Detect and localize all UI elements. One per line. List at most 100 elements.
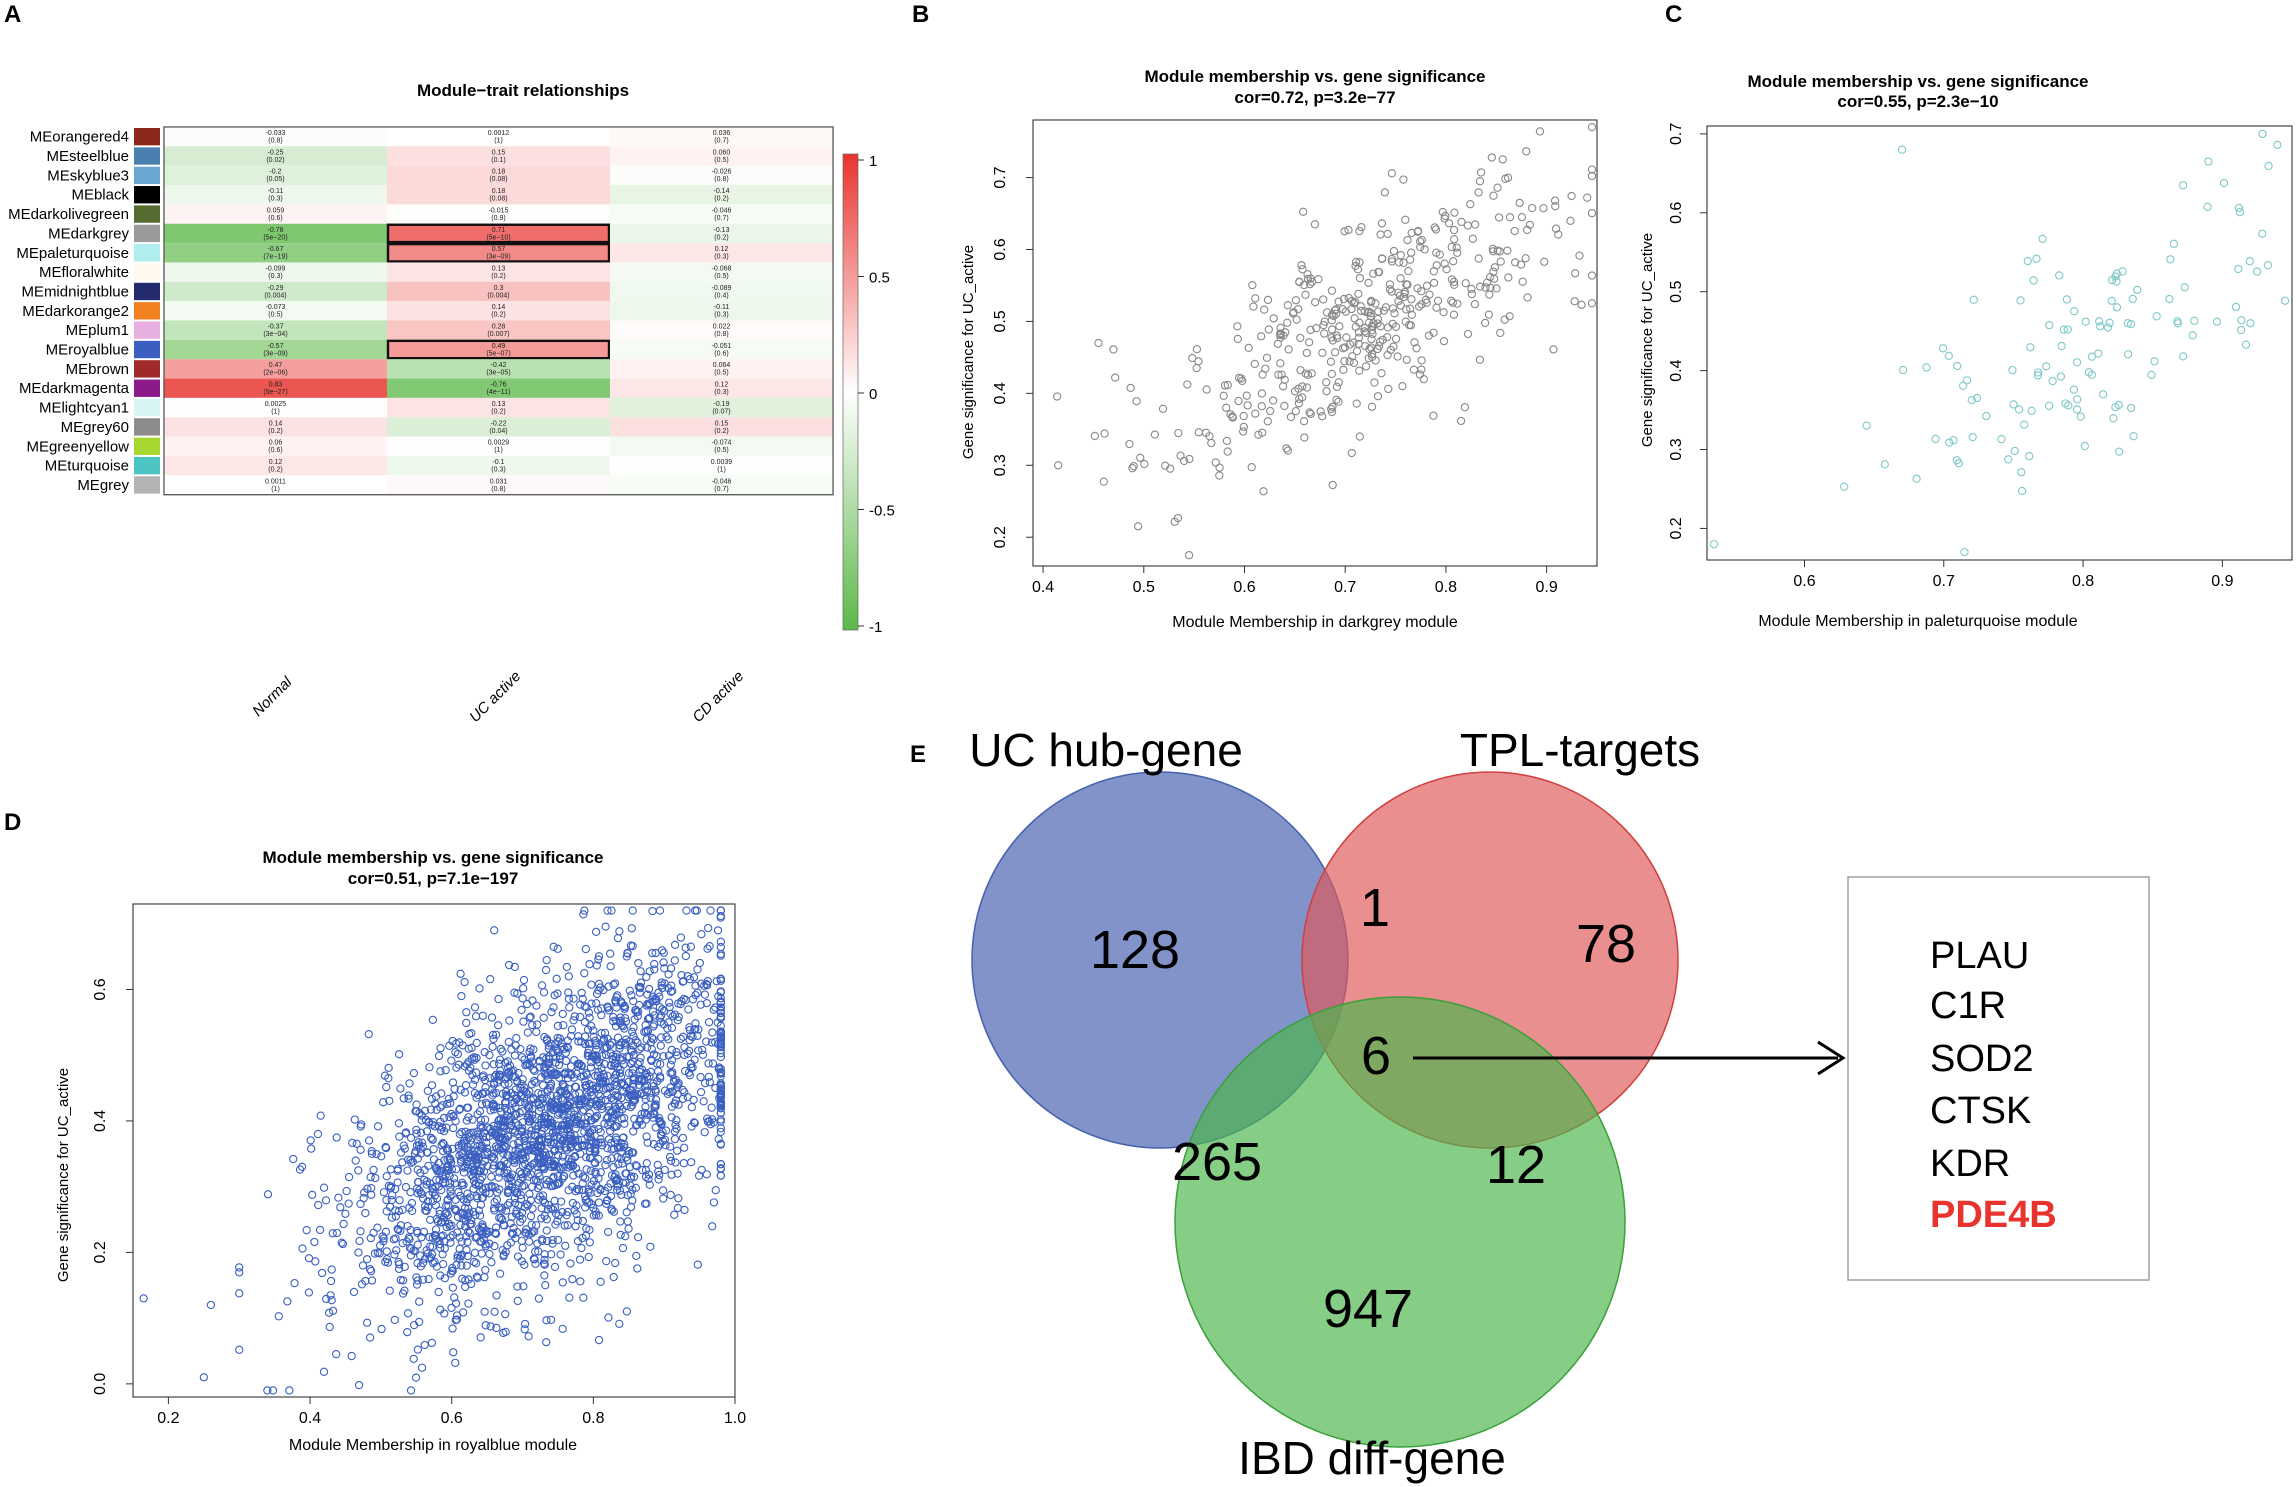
data-point	[685, 1023, 694, 1032]
data-point	[311, 1257, 320, 1266]
data-point	[503, 1151, 512, 1160]
data-point	[2017, 486, 2027, 496]
heatmap-cell-value: -0.051	[712, 343, 732, 350]
data-point	[2152, 312, 2161, 321]
data-point	[530, 1076, 539, 1086]
data-point	[650, 965, 659, 974]
panel-letter-e: E	[910, 741, 926, 768]
data-point	[356, 1145, 365, 1154]
heatmap-cell-value: 0.12	[715, 382, 729, 389]
data-point	[507, 1045, 516, 1054]
data-point	[1360, 307, 1369, 316]
heatmap-cell-pvalue: (0.3)	[714, 312, 728, 319]
heatmap-cell	[164, 165, 387, 186]
data-point	[516, 1217, 525, 1227]
data-point	[689, 1118, 699, 1127]
data-point	[641, 1102, 650, 1112]
x-tick-label: 0.4	[299, 1410, 321, 1427]
data-point	[443, 1099, 452, 1108]
data-point	[577, 1135, 586, 1145]
heatmap-row-label: MEmidnightblue	[21, 283, 129, 300]
x-tick-label: 0.9	[1536, 579, 1558, 596]
data-point	[409, 1320, 419, 1330]
data-point	[540, 1255, 549, 1265]
data-point	[1307, 369, 1316, 378]
data-point	[1393, 352, 1402, 361]
heatmap-cell-value: -0.25	[268, 149, 284, 156]
data-point	[643, 1081, 652, 1090]
heatmap-cell-highlight	[386, 223, 611, 244]
data-point	[603, 1227, 613, 1237]
data-point	[485, 1249, 494, 1259]
data-point	[396, 1084, 405, 1093]
data-point	[389, 1235, 399, 1244]
data-point	[468, 1172, 478, 1181]
data-point	[525, 1189, 534, 1199]
data-point	[1489, 267, 1498, 276]
data-point	[607, 1204, 616, 1213]
data-point	[2212, 317, 2222, 326]
data-point	[612, 1081, 621, 1090]
data-point	[1305, 280, 1315, 289]
heatmap-cell-value: -0.57	[268, 343, 284, 350]
data-point	[2044, 401, 2054, 410]
data-point	[601, 922, 610, 931]
data-point	[1294, 399, 1304, 408]
heatmap-row-label: MEroyalblue	[46, 342, 129, 359]
data-point	[1367, 402, 1377, 411]
data-point	[1467, 289, 1476, 299]
y-tick-label: 0.5	[1668, 280, 1685, 302]
data-point	[667, 1113, 676, 1122]
data-point	[1126, 383, 1135, 393]
data-point	[354, 1166, 363, 1175]
data-point	[327, 1296, 336, 1305]
data-point	[464, 1066, 474, 1075]
data-point	[400, 1286, 409, 1295]
data-point	[394, 1207, 404, 1216]
data-point	[481, 1265, 490, 1275]
data-point	[1222, 403, 1231, 412]
data-point	[568, 1161, 578, 1171]
data-point	[2147, 370, 2156, 380]
data-point	[322, 1294, 331, 1304]
heatmap-cell	[610, 165, 833, 186]
data-point	[704, 1059, 713, 1068]
data-point	[618, 1086, 627, 1095]
data-point	[567, 1025, 577, 1034]
data-point	[412, 1129, 421, 1138]
y-tick-label: 0.6	[92, 978, 109, 1000]
heatmap-cell	[387, 262, 610, 282]
data-point	[496, 1213, 506, 1223]
heatmap-cell	[610, 262, 833, 282]
data-point	[489, 1034, 498, 1044]
data-point	[525, 1237, 534, 1246]
data-point	[658, 1186, 668, 1195]
data-point	[716, 937, 725, 946]
data-point	[428, 1196, 438, 1206]
data-point	[364, 1029, 373, 1039]
data-point	[2016, 296, 2025, 305]
data-point	[446, 1155, 455, 1164]
data-point	[547, 1104, 556, 1113]
heatmap-cell-value: 0.15	[715, 420, 729, 427]
heatmap-cell	[387, 243, 610, 263]
data-point	[583, 1132, 592, 1141]
data-point	[1447, 275, 1457, 284]
data-point	[1897, 145, 1907, 154]
data-point	[1550, 196, 1560, 205]
data-point	[1211, 458, 1220, 467]
heatmap-cell-pvalue: (0.6)	[268, 447, 282, 454]
data-point	[594, 979, 604, 989]
data-point	[1394, 288, 1403, 297]
heatmap-column-label: Normal	[249, 673, 296, 720]
data-point	[716, 988, 725, 997]
data-point	[1357, 222, 1366, 232]
data-point	[1422, 298, 1431, 307]
heatmap-cell-value: -0.29	[268, 285, 284, 292]
data-point	[1299, 280, 1309, 290]
data-point	[1304, 338, 1314, 347]
y-tick-label: 0.6	[1668, 202, 1685, 224]
data-point	[608, 1054, 617, 1064]
data-point	[553, 1121, 563, 1130]
heatmap-cell-pvalue: (2e−06)	[263, 370, 287, 377]
